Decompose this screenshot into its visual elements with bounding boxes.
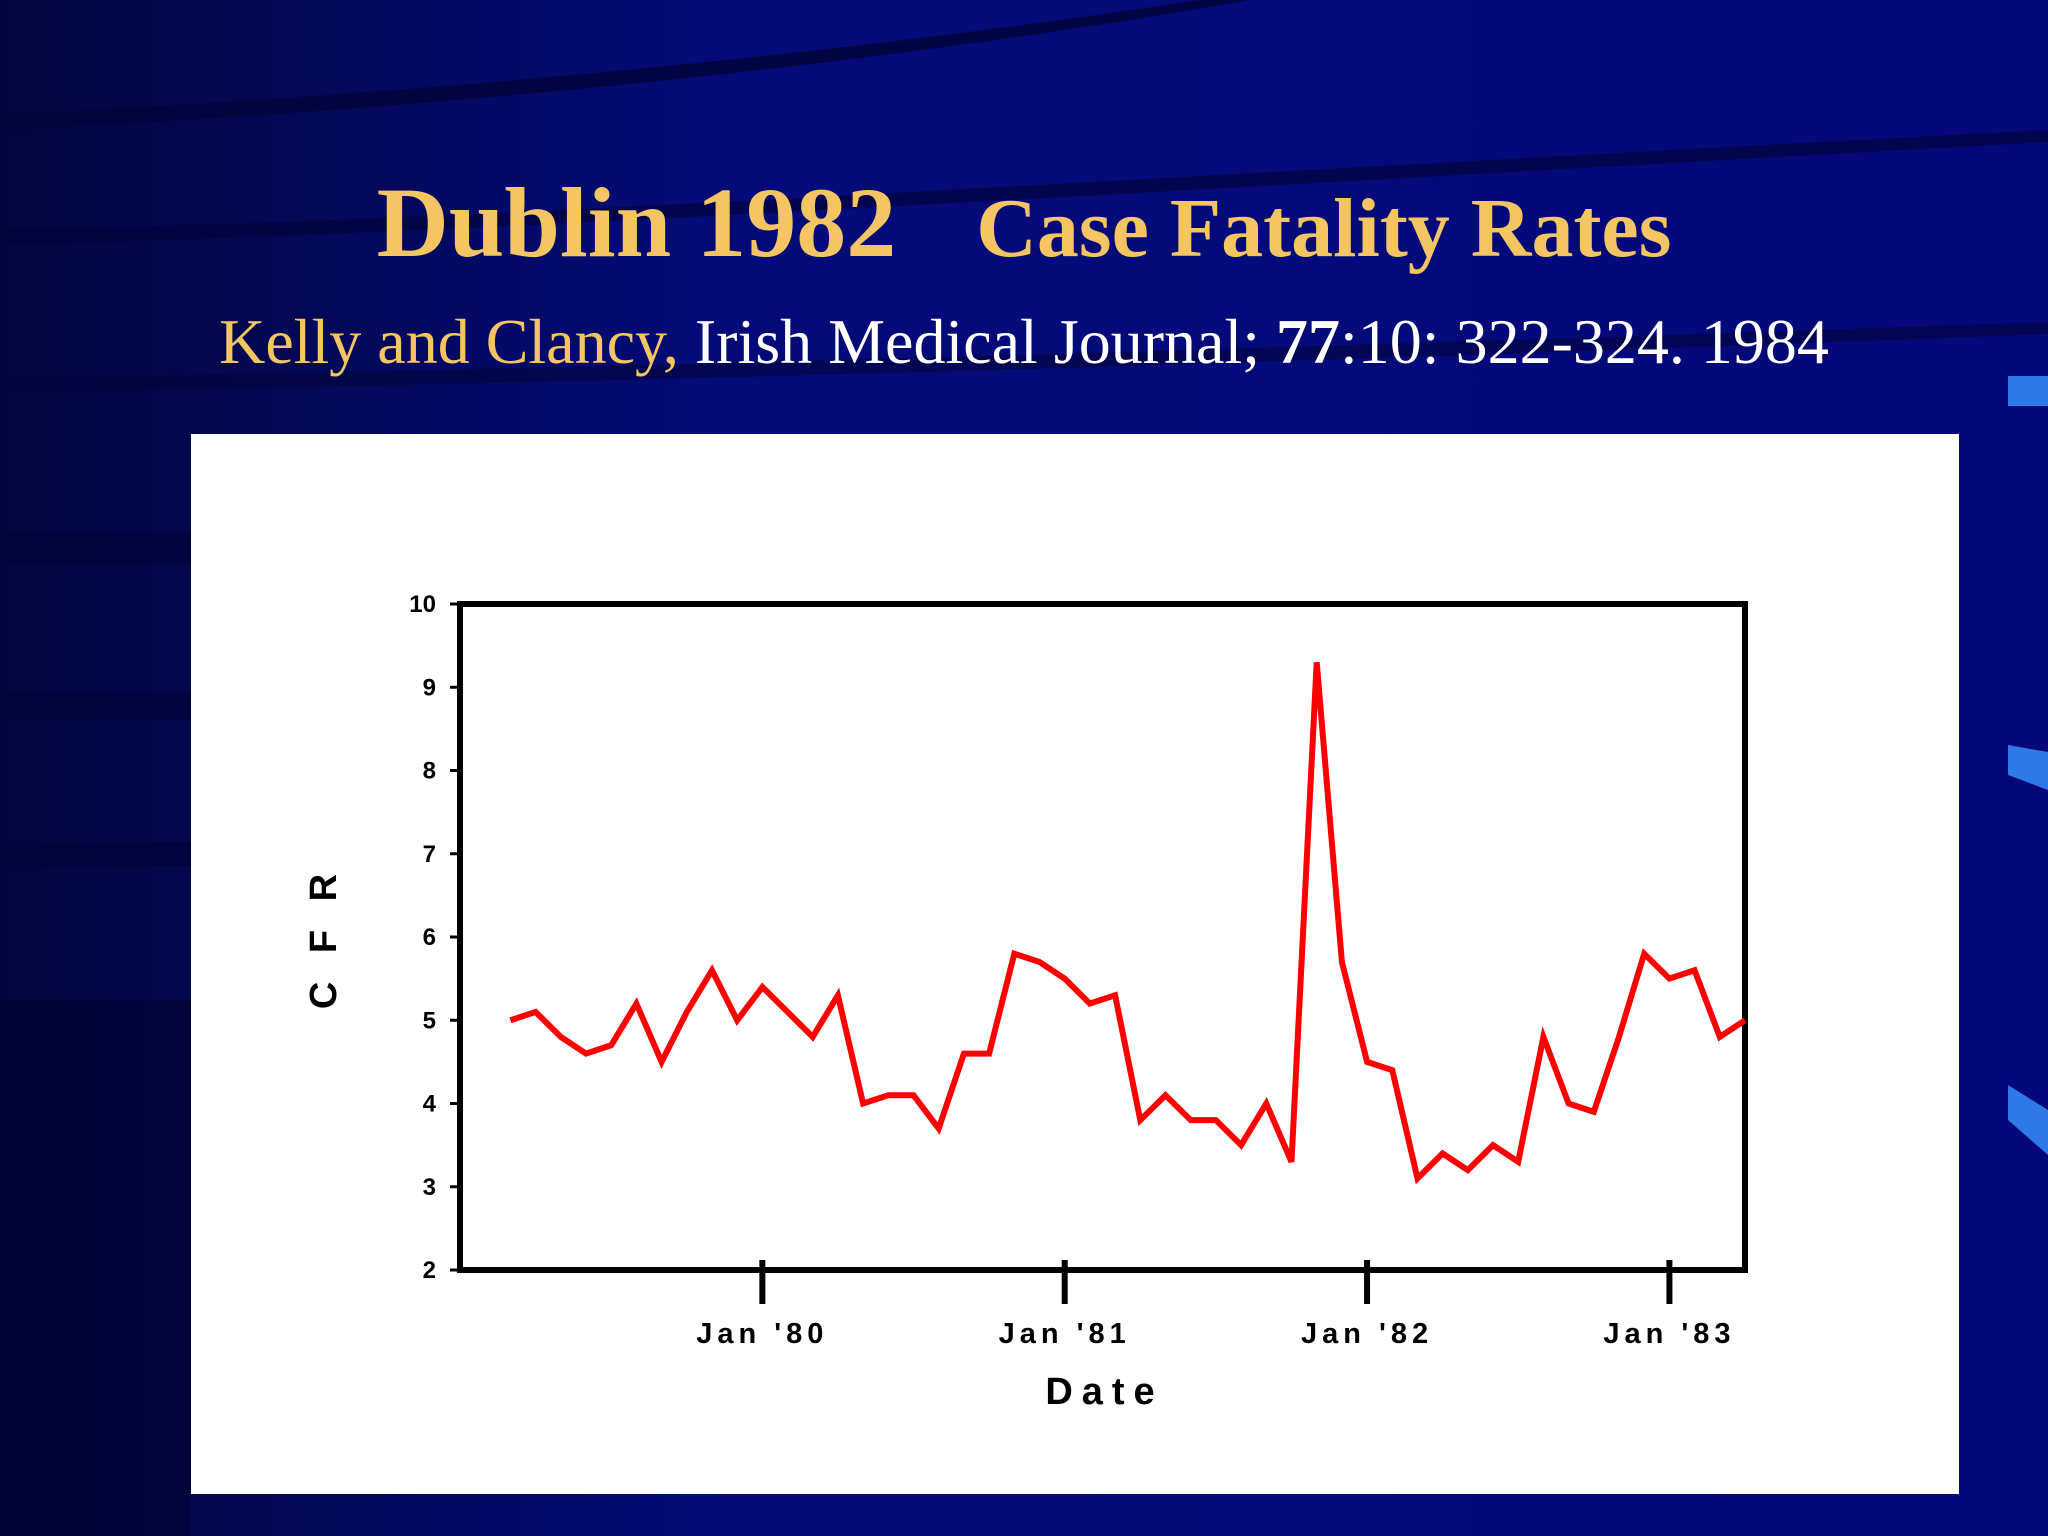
x-tick-label: Jan '83 [1603,1318,1735,1350]
y-axis-title: C F R [303,865,345,1009]
slide-title-sub: Case Fatality Rates [976,182,1671,275]
x-axis-title: Date [1045,1371,1163,1413]
slide-title: Dublin 1982 Case Fatality Rates [0,165,2048,280]
cfr-line-chart: 2 3 4 5 6 7 8 9 10 Jan '80 Jan '81 Jan '82 Jan '83 Da… [191,434,1959,1494]
citation-journal: Irish Medical Journal; [679,306,1276,377]
slide-title-main: Dublin 1982 [377,167,897,278]
citation-rest: :10: 322-324. 1984 [1340,306,1829,377]
y-tick-label: 7 [423,841,436,868]
citation-authors: Kelly and Clancy, [219,306,679,377]
citation-line: Kelly and Clancy, Irish Medical Journal;… [0,305,2048,379]
x-tick-label: Jan '82 [1301,1318,1433,1350]
plot-frame [460,604,1745,1270]
y-tick-label: 3 [423,1174,436,1201]
y-tick-label: 10 [409,591,436,618]
y-tick-label: 6 [423,924,436,951]
x-tick-label: Jan '81 [999,1318,1131,1350]
y-tick-label: 2 [423,1257,436,1284]
citation-volume: 77 [1276,306,1340,377]
cfr-series-line [510,662,1745,1178]
y-tick-label: 5 [423,1007,436,1034]
y-tick-label: 8 [423,758,436,785]
y-tick-label: 9 [423,674,436,701]
y-tick-label: 4 [423,1091,437,1118]
x-tick-label: Jan '80 [696,1318,828,1350]
chart-panel: 2 3 4 5 6 7 8 9 10 Jan '80 Jan '81 Jan '82 Jan '83 Da… [191,434,1959,1494]
